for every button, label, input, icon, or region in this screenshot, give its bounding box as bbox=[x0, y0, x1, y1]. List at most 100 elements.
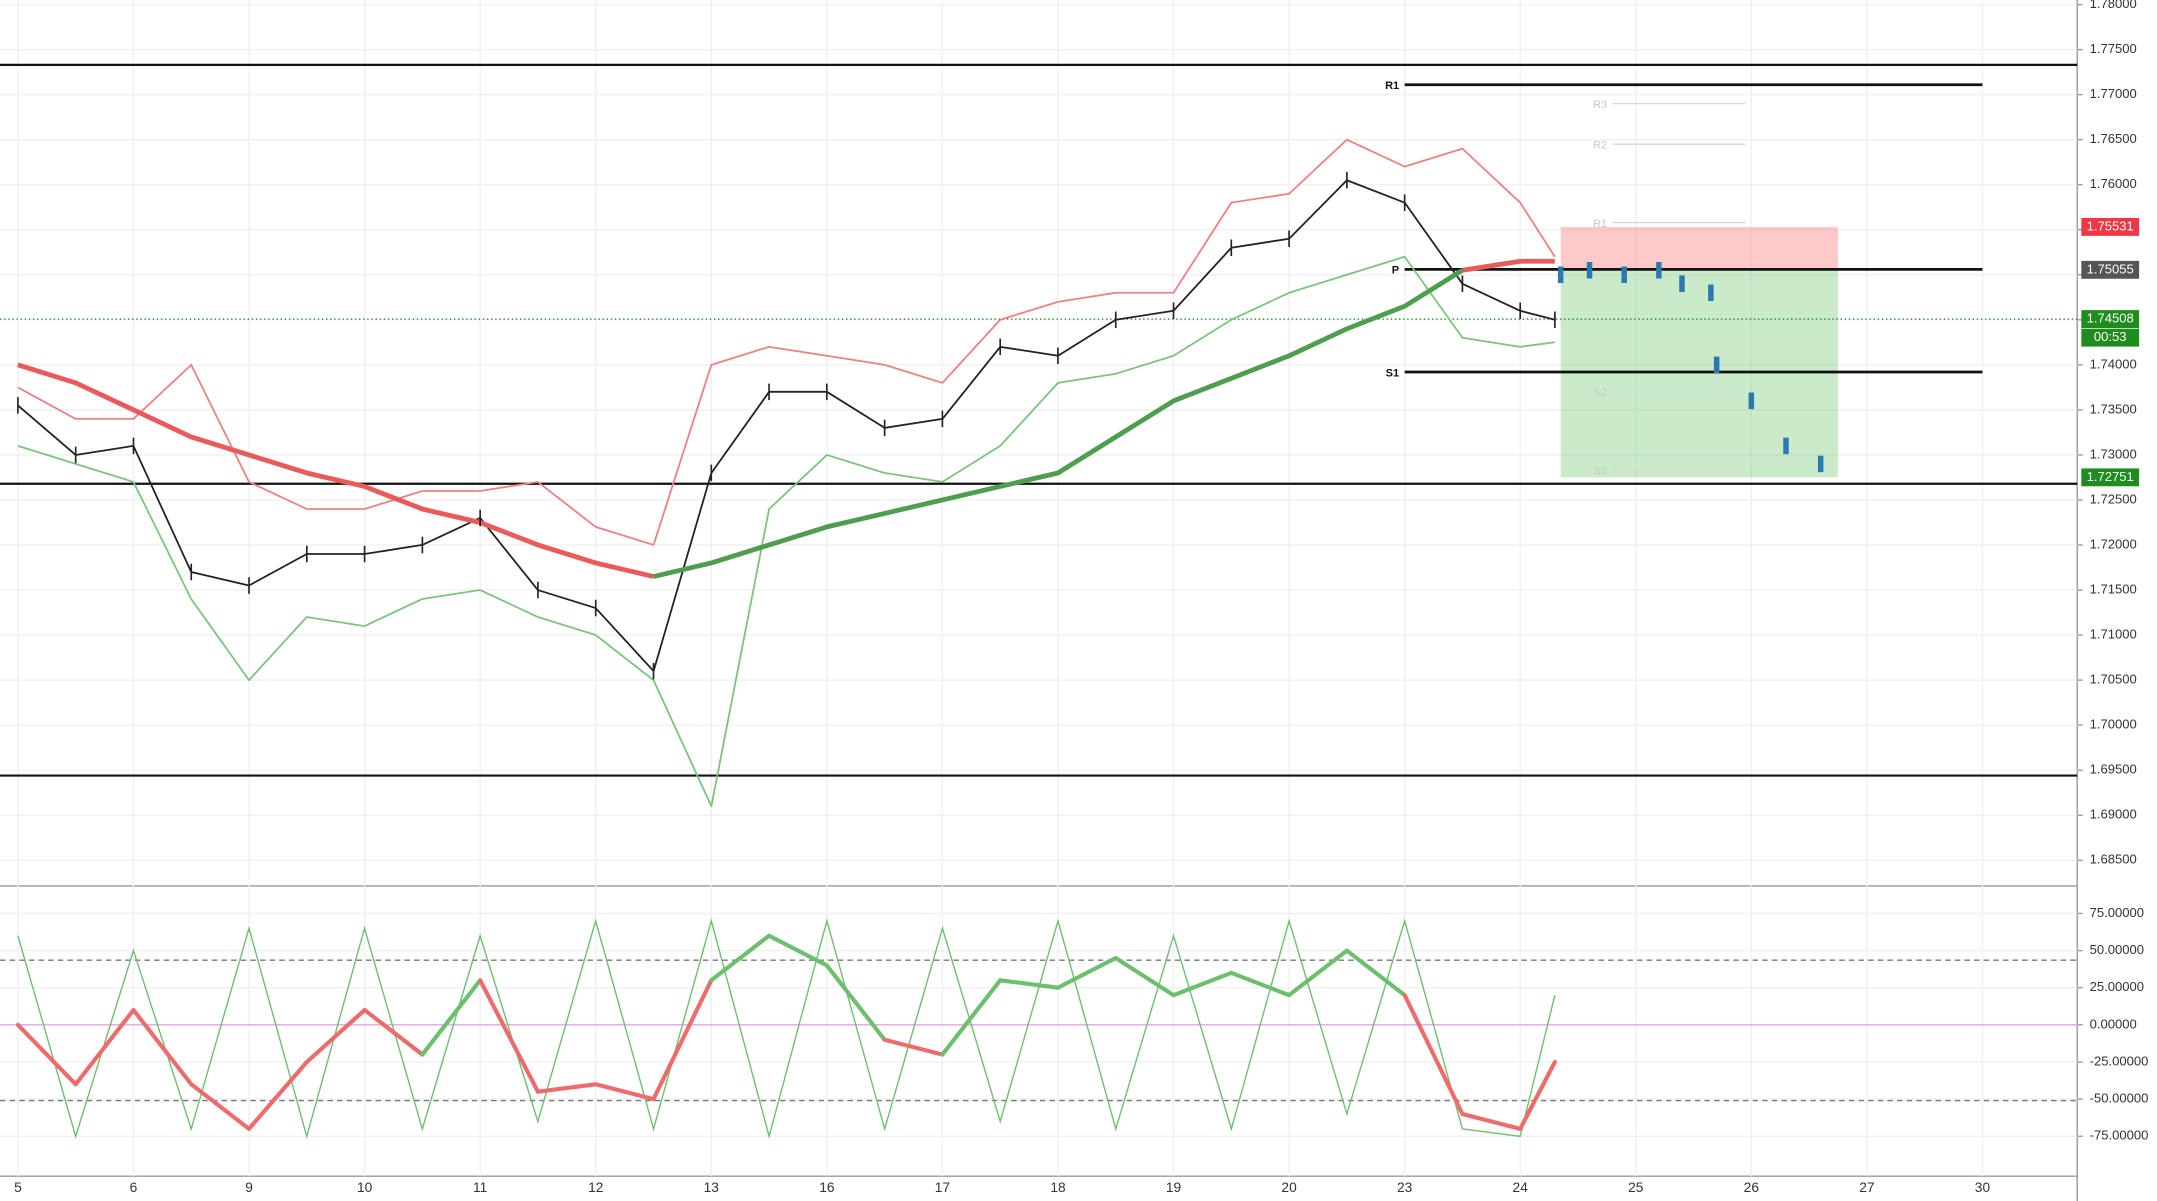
projection-bar bbox=[1621, 266, 1627, 284]
osc-tick-label: -50.00000 bbox=[2090, 1091, 2149, 1106]
fast-oscillator bbox=[17, 918, 1556, 1139]
y-tick-label: 1.76000 bbox=[2090, 176, 2137, 191]
pivot-label: P bbox=[1392, 265, 1399, 277]
slow-oscillator-segment bbox=[1344, 948, 1407, 998]
projection-bar bbox=[1713, 356, 1720, 374]
band bbox=[17, 255, 1555, 808]
price-tag-label: 1.72751 bbox=[2087, 469, 2134, 484]
slow-oscillator-segment bbox=[593, 1082, 656, 1102]
slow-oscillator-segment bbox=[189, 1082, 252, 1131]
slow-oscillator-segment bbox=[1518, 1059, 1557, 1131]
y-tick-label: 1.74000 bbox=[2090, 356, 2137, 371]
slow-oscillator-segment bbox=[998, 978, 1061, 990]
osc-tick-label: 50.00000 bbox=[2090, 942, 2144, 957]
price-tag-label: 1.75531 bbox=[2087, 218, 2134, 233]
slow-oscillator-segment bbox=[882, 1037, 945, 1057]
y-tick-label: 1.68500 bbox=[2090, 852, 2137, 867]
x-tick-label: 10 bbox=[357, 1180, 373, 1195]
x-tick-label: 9 bbox=[245, 1180, 253, 1195]
x-tick-label: 13 bbox=[704, 1180, 720, 1195]
faint-pivot-label: R2 bbox=[1593, 139, 1607, 151]
x-tick-label: 25 bbox=[1628, 1180, 1644, 1195]
x-tick-label: 23 bbox=[1397, 1180, 1413, 1195]
x-tick-label: 19 bbox=[1166, 1180, 1181, 1195]
slow-oscillator-segment bbox=[420, 978, 483, 1057]
y-tick-label: 1.72500 bbox=[2090, 491, 2137, 506]
moving-average bbox=[17, 258, 1555, 579]
slow-oscillator-segment bbox=[1113, 955, 1176, 998]
slow-oscillator-segment bbox=[651, 978, 714, 1102]
price-line bbox=[17, 179, 1556, 672]
x-tick-label: 24 bbox=[1513, 1180, 1529, 1195]
x-tick-label: 20 bbox=[1281, 1180, 1297, 1195]
slow-oscillator-segment bbox=[1402, 993, 1465, 1117]
slow-oscillator-segment bbox=[15, 1022, 78, 1087]
osc-tick-label: -25.00000 bbox=[2090, 1053, 2149, 1068]
faint-pivot-label: S2 bbox=[1594, 387, 1607, 399]
band bbox=[17, 138, 1556, 546]
faint-pivot-label: R3 bbox=[1593, 99, 1607, 111]
slow-oscillator-segment bbox=[535, 1082, 598, 1094]
countdown-label: 00:53 bbox=[2094, 329, 2127, 344]
slow-oscillator-segment bbox=[131, 1007, 194, 1087]
projection-bar bbox=[1748, 392, 1755, 410]
countdown-tag bbox=[2081, 328, 2140, 347]
price-tag bbox=[2081, 468, 2140, 487]
y-tick-label: 1.77000 bbox=[2090, 86, 2137, 101]
projection-bar bbox=[1656, 262, 1662, 279]
y-tick-label: 1.70500 bbox=[2090, 672, 2137, 687]
y-tick-label: 1.69000 bbox=[2090, 807, 2137, 822]
slow-oscillator-segment bbox=[1055, 955, 1118, 990]
price-tag bbox=[2081, 310, 2140, 329]
y-tick-label: 1.69500 bbox=[2090, 762, 2137, 777]
slow-oscillator-segment bbox=[304, 1007, 367, 1065]
faint-pivot-label: R1 bbox=[1593, 218, 1607, 230]
y-tick-label: 1.78000 bbox=[2090, 0, 2137, 11]
y-tick-label: 1.73000 bbox=[2090, 446, 2137, 461]
slow-oscillator-segment bbox=[478, 978, 541, 1094]
y-tick-label: 1.72000 bbox=[2090, 536, 2137, 551]
x-tick-label: 16 bbox=[819, 1180, 835, 1195]
target-zone bbox=[1560, 269, 1839, 478]
osc-tick-label: 25.00000 bbox=[2090, 979, 2144, 994]
faint-pivot-label: S3 bbox=[1594, 466, 1607, 478]
y-tick-label: 1.77500 bbox=[2090, 41, 2137, 56]
y-tick-label: 1.76500 bbox=[2090, 131, 2137, 146]
x-tick-label: 27 bbox=[1859, 1180, 1874, 1195]
x-tick-label: 12 bbox=[588, 1180, 603, 1195]
projection-bar bbox=[1557, 266, 1564, 284]
x-tick-label: 5 bbox=[14, 1180, 22, 1195]
projection-bar bbox=[1708, 284, 1714, 302]
x-tick-label: 11 bbox=[473, 1180, 487, 1195]
projection-bar bbox=[1679, 275, 1685, 293]
x-tick-label: 6 bbox=[130, 1180, 138, 1195]
slow-oscillator-segment bbox=[1460, 1111, 1523, 1131]
stop-zone bbox=[1560, 226, 1839, 270]
pivot-label: S1 bbox=[1386, 367, 1399, 379]
price-tag bbox=[2081, 260, 2140, 279]
projection-bar bbox=[1586, 262, 1593, 279]
price-tag-label: 1.74508 bbox=[2087, 311, 2134, 326]
price-tag bbox=[2081, 217, 2140, 236]
x-tick-label: 26 bbox=[1744, 1180, 1760, 1195]
pivot-label: R1 bbox=[1385, 80, 1399, 92]
osc-tick-label: -75.00000 bbox=[2090, 1128, 2149, 1143]
osc-tick-label: 0.00000 bbox=[2090, 1016, 2137, 1031]
x-tick-label: 17 bbox=[935, 1180, 950, 1195]
slow-oscillator-segment bbox=[1171, 970, 1234, 998]
slow-oscillator-segment bbox=[1229, 970, 1292, 998]
y-tick-label: 1.70000 bbox=[2090, 717, 2137, 732]
y-tick-label: 1.73500 bbox=[2090, 401, 2137, 416]
slow-oscillator-segment bbox=[709, 933, 772, 983]
price-tag-label: 1.75055 bbox=[2087, 261, 2134, 276]
x-tick-label: 18 bbox=[1050, 1180, 1066, 1195]
x-tick-label: 30 bbox=[1975, 1180, 1991, 1195]
moving-average bbox=[653, 268, 1464, 579]
slow-oscillator-segment bbox=[1287, 948, 1349, 998]
y-tick-label: 1.71000 bbox=[2090, 627, 2137, 642]
slow-oscillator-segment bbox=[940, 978, 1003, 1057]
y-tick-label: 1.71500 bbox=[2090, 581, 2137, 596]
